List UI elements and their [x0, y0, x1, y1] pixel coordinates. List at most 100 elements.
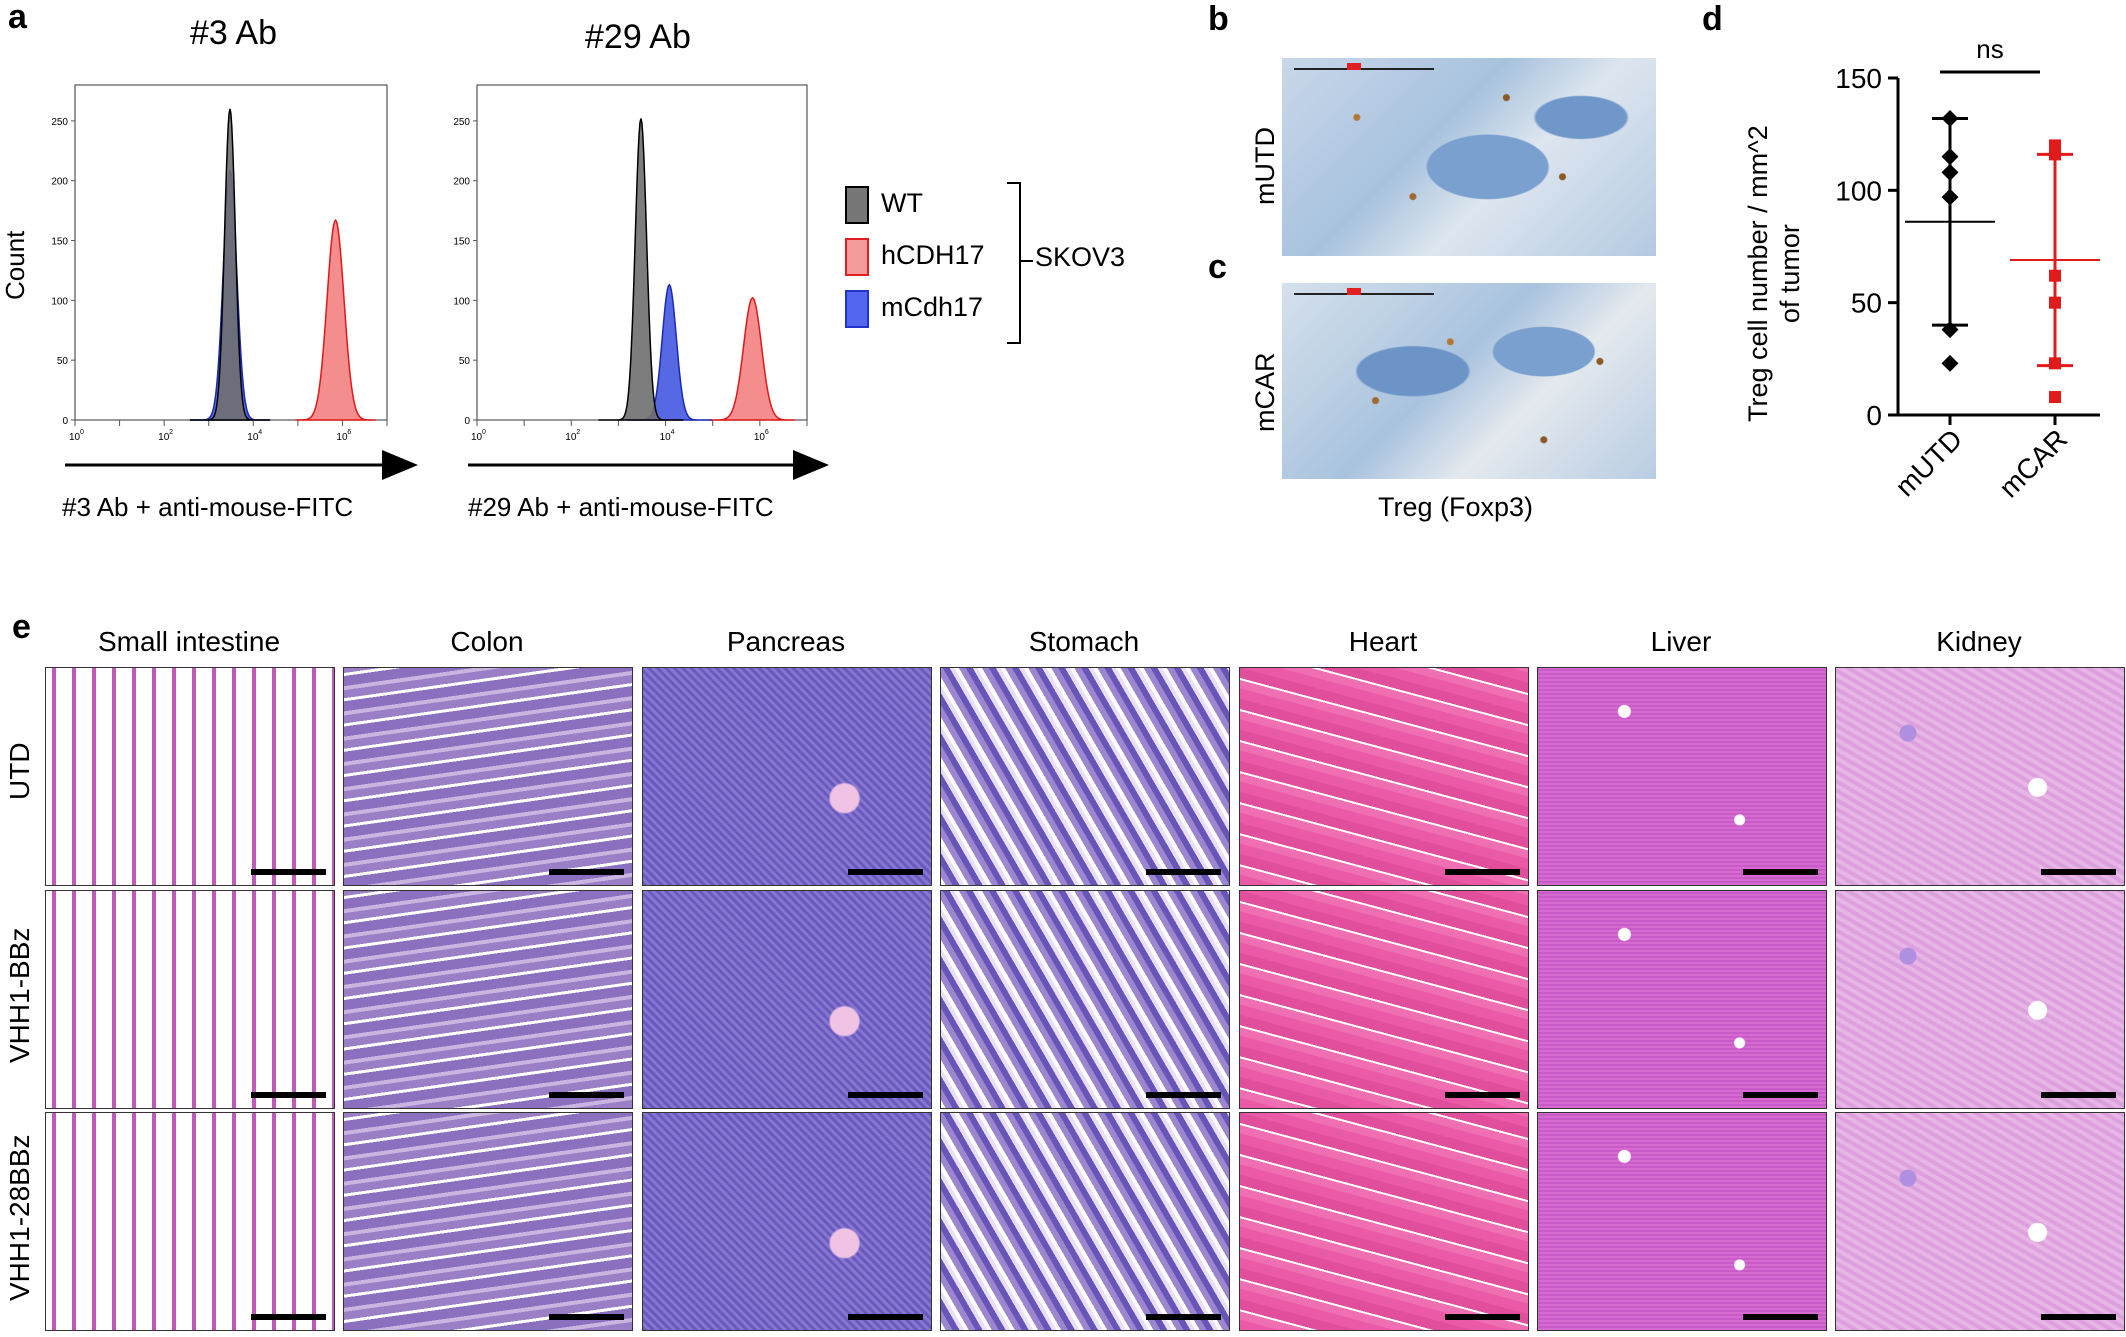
ihc-marker-mcar	[1347, 288, 1361, 295]
y-tick-label: 200	[453, 177, 470, 188]
histogram-hcdh17	[295, 219, 376, 421]
x-tick-exponent: 0	[80, 429, 84, 436]
he-scalebar	[1146, 1314, 1221, 1320]
y-tick-label: 150	[51, 237, 68, 248]
y-tick-label: 50	[459, 356, 471, 367]
he-scalebar	[2041, 869, 2116, 875]
ihc-image-mutd	[1282, 58, 1656, 256]
y-tick-label: 100	[453, 296, 470, 307]
y-tick-label: 150	[453, 237, 470, 248]
x-tick-exponent: 4	[258, 429, 262, 436]
he-stain-image	[1537, 890, 1827, 1109]
tissue-row-header: VHH1-28BBz	[4, 1133, 35, 1301]
he-stain-image	[1835, 1112, 2125, 1331]
scatter-ns-label: ns	[1976, 34, 2003, 64]
he-stain-image	[45, 890, 335, 1109]
y-tick-label: 100	[51, 296, 68, 307]
ihc-marker-mutd	[1347, 63, 1361, 70]
histogram-wt	[598, 118, 684, 421]
he-scalebar	[1743, 1092, 1818, 1098]
he-scalebar	[848, 869, 923, 875]
scatter-y-label: Treg cell number / mm^2 of tumor	[1742, 125, 1806, 422]
histogram-hcdh17	[710, 297, 795, 421]
scatter-point-mutd	[1941, 354, 1959, 372]
histogram-wt	[189, 108, 271, 421]
he-scalebar	[848, 1092, 923, 1098]
chart1-y-ticks: 0 50 100 150 200 250	[51, 117, 75, 427]
scatter-point-mcar	[2049, 296, 2061, 309]
chart2-curves	[598, 118, 795, 421]
legend-bracket	[1007, 182, 1021, 344]
x-tick-exponent: 4	[671, 429, 675, 436]
tissue-column-header: Pancreas	[726, 626, 846, 657]
scatter-y-tick-label: 0	[1866, 400, 1882, 431]
y-tick-label: 0	[464, 416, 470, 427]
chart1-x-label: #3 Ab + anti-mouse-FITC	[62, 492, 354, 522]
ihc-row1-label: mUTD	[1250, 127, 1280, 205]
x-tick-exponent: 2	[576, 429, 580, 436]
y-tick-label: 200	[51, 177, 68, 188]
y-tick-label: 250	[453, 117, 470, 128]
y-tick-label: 50	[57, 356, 69, 367]
x-tick-label: 10	[69, 432, 81, 443]
he-stain-image	[940, 1112, 1230, 1331]
he-stain-image	[45, 1112, 335, 1331]
scatter-y-label-line1: Treg cell number / mm^2	[1743, 125, 1773, 422]
legend-label-wt: WT	[881, 188, 923, 218]
he-scalebar	[549, 1314, 624, 1320]
chart1-title: #3 Ab	[190, 14, 277, 52]
ihc-scalebar-mutd	[1294, 68, 1434, 70]
he-scalebar	[1146, 1092, 1221, 1098]
ihc-row2-label: mCAR	[1250, 352, 1280, 433]
he-scalebar	[1445, 869, 1520, 875]
panel-letter-e: e	[12, 608, 31, 646]
scatter-point-mcar	[2049, 391, 2061, 404]
he-scalebar	[2041, 1314, 2116, 1320]
he-stain-image	[45, 667, 335, 886]
scatter-point-mutd	[1941, 109, 1959, 127]
tissue-row-header: UTD	[4, 741, 35, 800]
tissue-column-header: Heart	[1348, 626, 1418, 657]
he-stain-image	[343, 1112, 633, 1331]
he-scalebar	[251, 1314, 326, 1320]
ihc-scalebar-mcar	[1294, 293, 1434, 295]
scatter-y-tick-label: 50	[1851, 288, 1882, 319]
he-stain-image	[1537, 1112, 1827, 1331]
x-tick-exponent: 2	[169, 429, 173, 436]
chart1-curves	[189, 108, 376, 421]
he-stain-image	[642, 667, 932, 886]
scatter-point-mcar	[2049, 269, 2061, 282]
legend-swatch-mcdh17	[845, 290, 869, 328]
scatter-x-tick-label: mCAR	[1993, 423, 2073, 503]
y-tick-label: 250	[51, 117, 68, 128]
x-tick-exponent: 6	[765, 429, 769, 436]
he-stain-image	[1239, 1112, 1529, 1331]
scatter-point-mutd	[1941, 188, 1959, 206]
panel-letter-c: c	[1208, 248, 1227, 286]
histogram-legend: WT hCDH17 mCdh17 SKOV3	[845, 182, 1145, 344]
he-scalebar	[251, 1092, 326, 1098]
he-stain-image	[1239, 667, 1529, 886]
tissue-column-header: Small intestine	[97, 626, 281, 657]
scatter-y-tick-label: 150	[1835, 63, 1882, 94]
x-tick-label: 10	[660, 432, 672, 443]
he-stain-image	[1537, 667, 1827, 886]
x-tick-label: 10	[565, 432, 577, 443]
x-tick-exponent: 0	[482, 429, 486, 436]
chart2-y-ticks: 0 50 100 150 200 250	[453, 117, 477, 427]
chart1-x-ticks: 10 0 10 2 10 4 10 6	[69, 420, 388, 443]
he-scalebar	[251, 869, 326, 875]
he-stain-image	[1835, 890, 2125, 1109]
y-tick-label: 0	[62, 416, 68, 427]
he-stain-image	[642, 890, 932, 1109]
legend-cell-line: SKOV3	[1035, 242, 1126, 272]
he-scalebar	[848, 1314, 923, 1320]
legend-bracket-tick	[1021, 260, 1033, 262]
ihc-x-label: Treg (Foxp3)	[1378, 492, 1534, 522]
tissue-column-header: Kidney	[1936, 626, 2022, 657]
he-scalebar	[2041, 1092, 2116, 1098]
scatter-point-mutd	[1941, 163, 1959, 181]
scatter-y-tick-label: 100	[1835, 175, 1882, 206]
x-tick-label: 10	[336, 432, 348, 443]
